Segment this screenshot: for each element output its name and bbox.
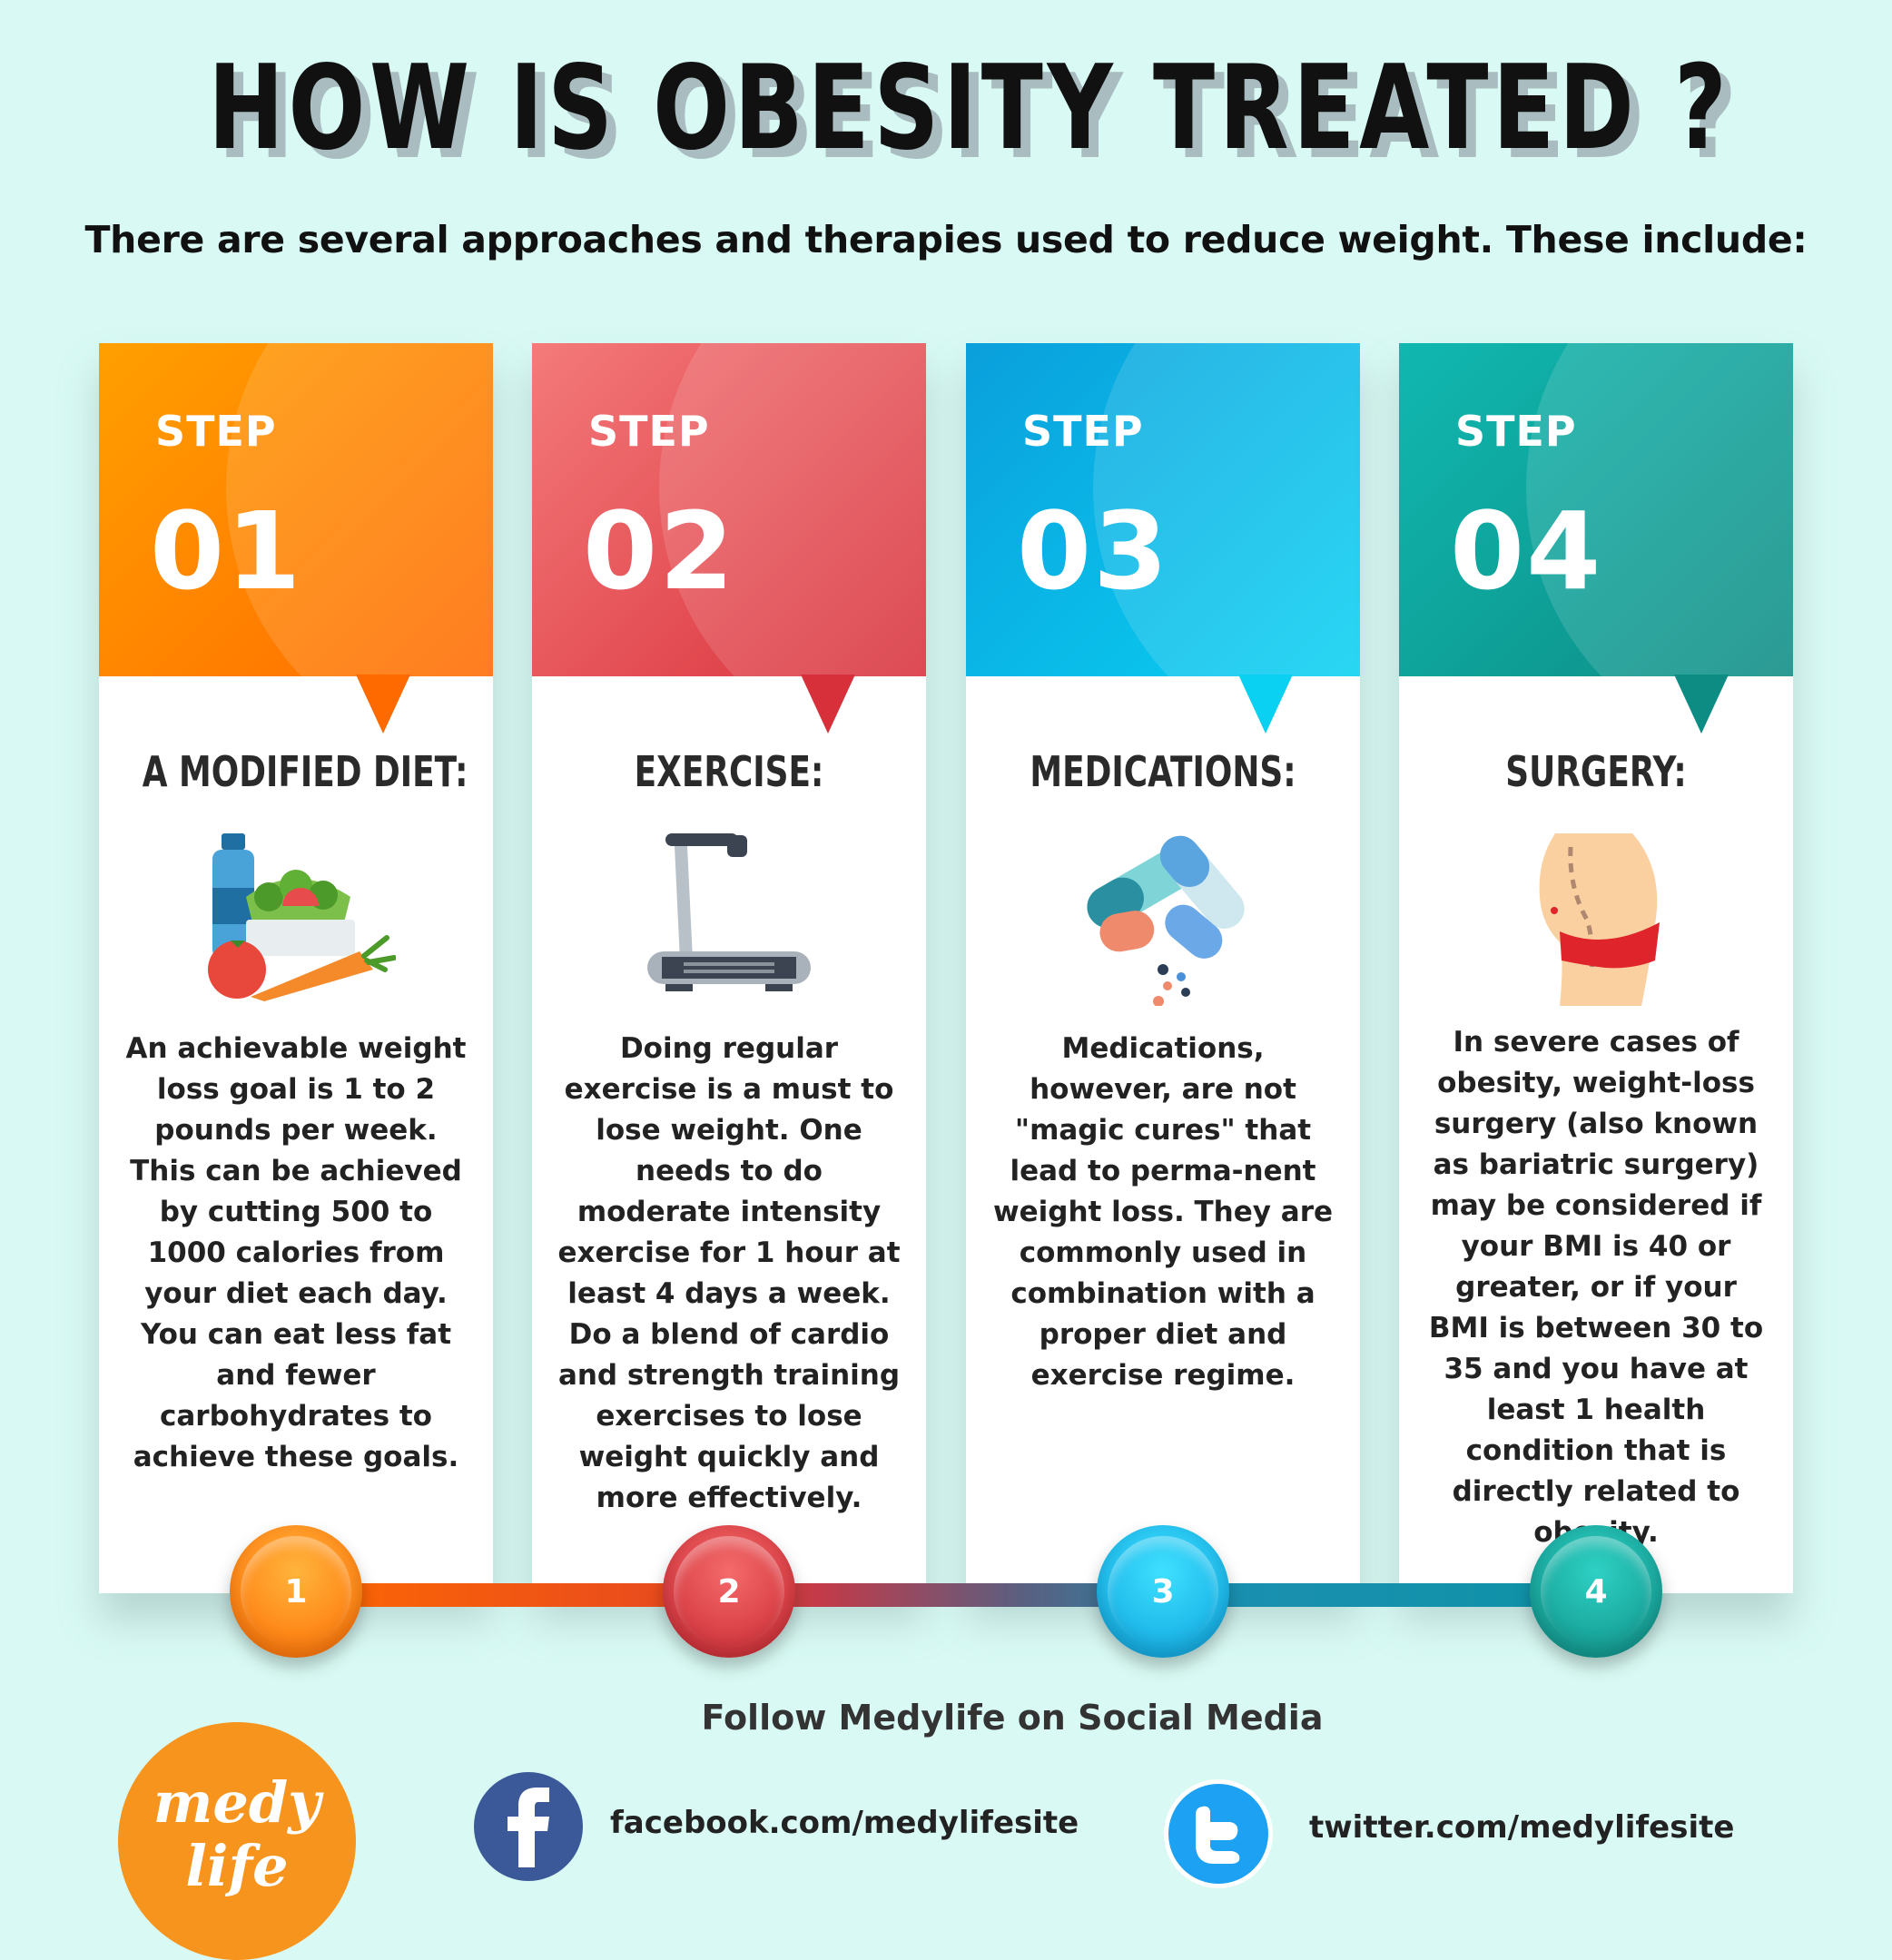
step-pointer: [356, 675, 410, 734]
step-card-2: STEP 02 EXERCISE: Doing regular exercise…: [532, 343, 926, 1593]
timeline-node-2: 2: [663, 1525, 795, 1658]
timeline-node-3: 3: [1097, 1525, 1229, 1658]
step-label: STEP: [1455, 407, 1577, 456]
step-number: 01: [150, 488, 303, 614]
step-label: STEP: [1022, 407, 1144, 456]
facebook-link[interactable]: facebook.com/medylifesite: [610, 1805, 1079, 1841]
step-pointer: [1238, 675, 1293, 734]
step-description: In severe cases of obesity, weight-loss …: [1428, 1026, 1764, 1549]
step-pointer: [801, 675, 855, 734]
step-title: SURGERY:: [1505, 747, 1687, 796]
step-pointer: [1674, 675, 1729, 734]
step-title: MEDICATIONS:: [1030, 747, 1296, 796]
twitter-icon[interactable]: [1164, 1779, 1273, 1888]
step-description: Doing regular exercise is a must to lose…: [557, 1032, 901, 1514]
step-header-1: STEP 01: [99, 343, 493, 676]
step-label: STEP: [588, 407, 710, 456]
step-card-4: STEP 04 SURGERY: In severe cases of obes…: [1399, 343, 1793, 1593]
medylife-logo[interactable]: medy life: [118, 1722, 356, 1960]
surgery-belly-icon: [1496, 824, 1696, 1006]
step-header-3: STEP 03: [966, 343, 1360, 676]
timeline-node-1: 1: [230, 1525, 362, 1658]
step-number: 02: [583, 488, 736, 614]
step-number: 03: [1017, 488, 1170, 614]
step-title: A MODIFIED DIET:: [142, 747, 468, 796]
follow-heading: Follow Medylife on Social Media: [701, 1698, 1324, 1738]
diet-food-icon: [196, 824, 397, 1006]
treadmill-icon: [629, 824, 829, 1006]
step-card-3: STEP 03 MEDICATIONS: Medi: [966, 343, 1360, 1593]
step-header-4: STEP 04: [1399, 343, 1793, 676]
step-description: Medications, however, are not "magic cur…: [992, 1032, 1334, 1392]
pills-icon: [1063, 824, 1263, 1007]
facebook-icon[interactable]: [474, 1772, 583, 1881]
step-label: STEP: [155, 407, 277, 456]
twitter-link[interactable]: twitter.com/medylifesite: [1309, 1809, 1735, 1846]
timeline-node-4: 4: [1530, 1525, 1662, 1658]
page-subtitle: There are several approaches and therapi…: [84, 218, 1808, 261]
step-card-1: STEP 01 A MODIFIED DIET: An achievable w…: [99, 343, 493, 1593]
timeline-bar: [272, 1583, 1634, 1607]
step-description: An achievable weight loss goal is 1 to 2…: [125, 1032, 467, 1473]
step-title: EXERCISE:: [634, 747, 824, 796]
step-header-2: STEP 02: [532, 343, 926, 676]
page-title: HOW IS OBESITY TREATED ?: [208, 41, 1731, 176]
step-number: 04: [1450, 488, 1603, 614]
